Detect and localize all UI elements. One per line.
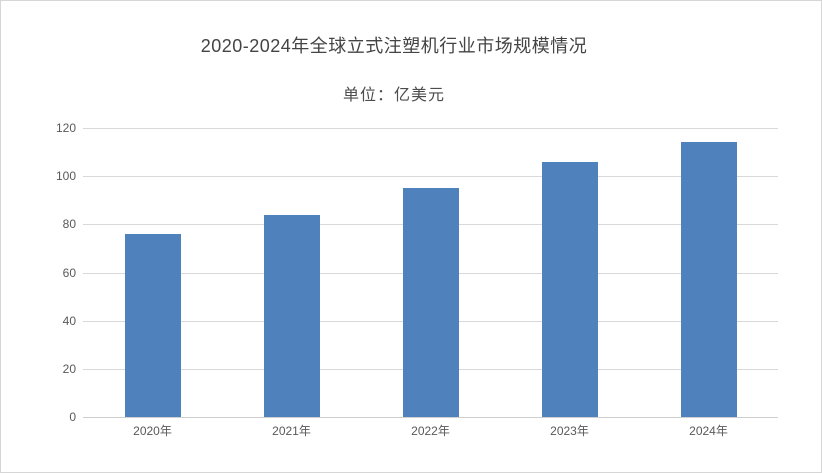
y-tick-label: 100 [55, 169, 76, 184]
chart-title: 2020-2024年全球立式注塑机行业市场规模情况 [200, 36, 588, 56]
x-tick-label: 2023年 [550, 424, 589, 438]
y-tick-label: 120 [55, 121, 76, 135]
bar-slot [639, 128, 778, 417]
x-tick-label: 2022年 [411, 424, 450, 438]
y-tick-label: 40 [62, 313, 76, 328]
bar-slot [500, 128, 639, 417]
gridline [83, 128, 778, 129]
y-tick-label: 60 [62, 265, 76, 280]
y-tick-label: 20 [62, 361, 76, 376]
y-tick-label: 80 [62, 217, 76, 232]
x-tick-label: 2024年 [689, 424, 728, 438]
bar-2023年 [541, 161, 598, 417]
y-axis: 0 20 40 60 80 100 120 [1, 121, 76, 424]
bar-series [83, 128, 778, 417]
chart-subtitle: 单位：亿美元 [342, 87, 445, 104]
x-tick-label: 2021年 [272, 424, 311, 438]
bar-slot [361, 128, 500, 417]
x-tick-label: 2020年 [133, 424, 172, 438]
y-tick-label: 0 [69, 410, 76, 424]
bar-2022年 [402, 188, 459, 417]
bar-slot [83, 128, 222, 417]
bar-2020年 [124, 233, 181, 417]
bar-2024年 [680, 142, 737, 417]
x-axis: 2020年 2021年 2022年 2023年 2024年 [83, 422, 778, 439]
bar-2021年 [263, 214, 320, 417]
gridline [83, 176, 778, 178]
plot-area [83, 128, 778, 418]
bar-slot [222, 128, 361, 417]
x-axis-line [83, 417, 778, 418]
